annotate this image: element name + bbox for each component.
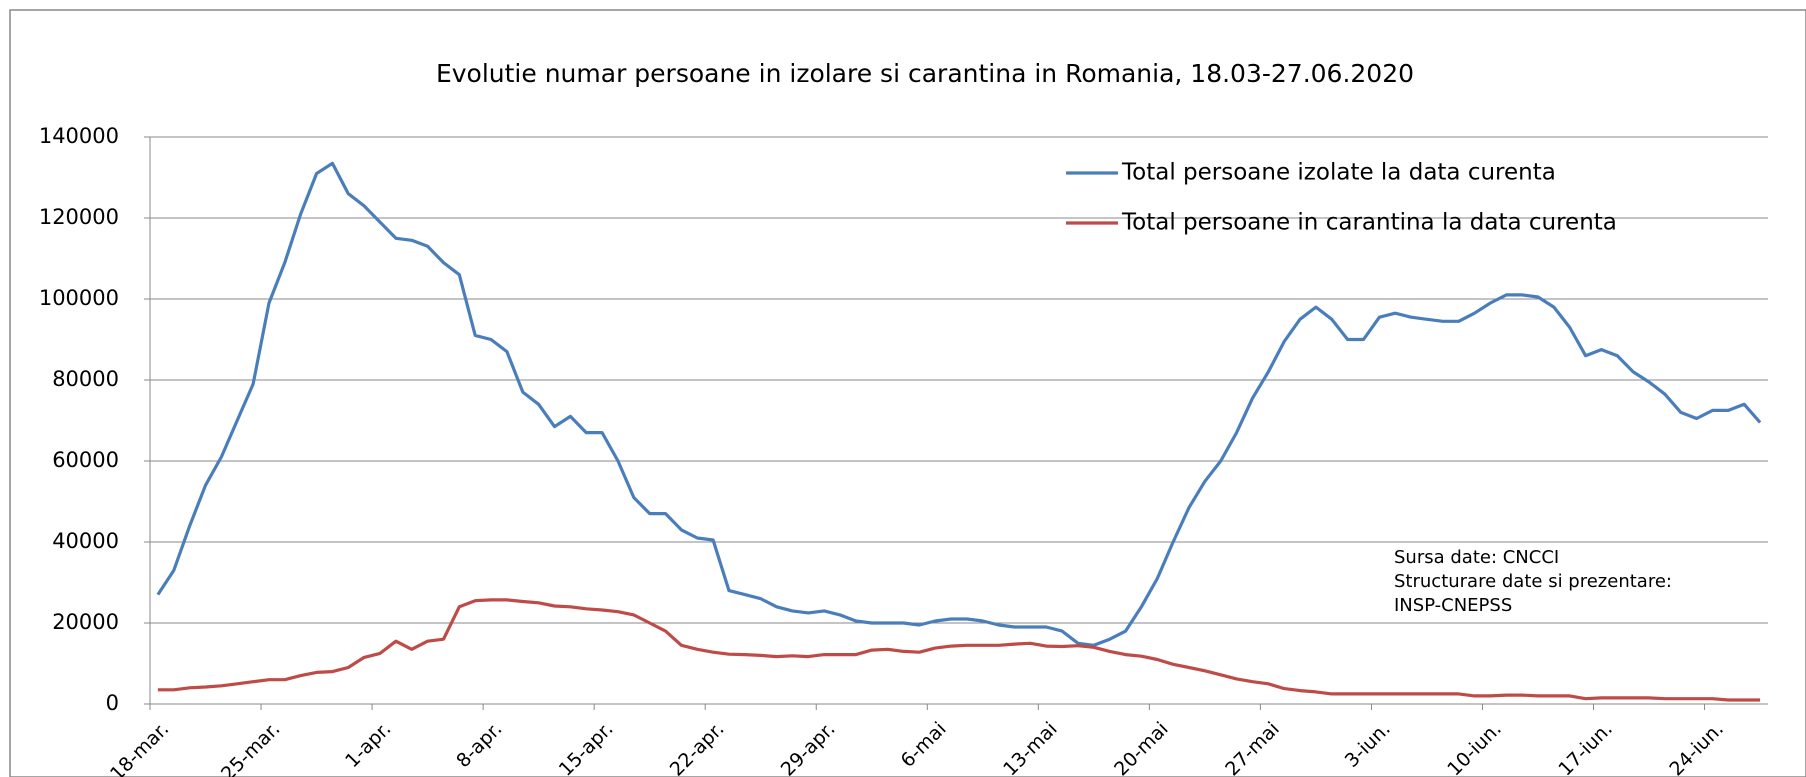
chart-frame — [9, 9, 1806, 777]
y-tick-label: 20000 — [52, 610, 119, 634]
legend-label: Total persoane in carantina la data cure… — [1121, 210, 1617, 236]
annotation: INSP-CNEPSS — [1394, 595, 1512, 616]
y-tick-label: 140000 — [39, 124, 119, 148]
line-series — [156, 161, 1762, 647]
y-tick-label: 40000 — [52, 529, 119, 553]
y-tick-label: 60000 — [52, 448, 119, 472]
y-tick-label: 120000 — [39, 205, 119, 229]
y-tick-label: 100000 — [39, 286, 119, 310]
y-tick-label: 80000 — [52, 367, 119, 391]
line-series — [157, 598, 1761, 702]
y-tick-label: 0 — [106, 691, 119, 715]
annotation: Sursa date: CNCCI — [1394, 547, 1559, 568]
legend-label: Total persoane izolate la data curenta — [1121, 160, 1556, 186]
annotation: Structurare date si prezentare: — [1394, 571, 1672, 592]
chart-title: Evolutie numar persoane in izolare si ca… — [436, 59, 1414, 88]
